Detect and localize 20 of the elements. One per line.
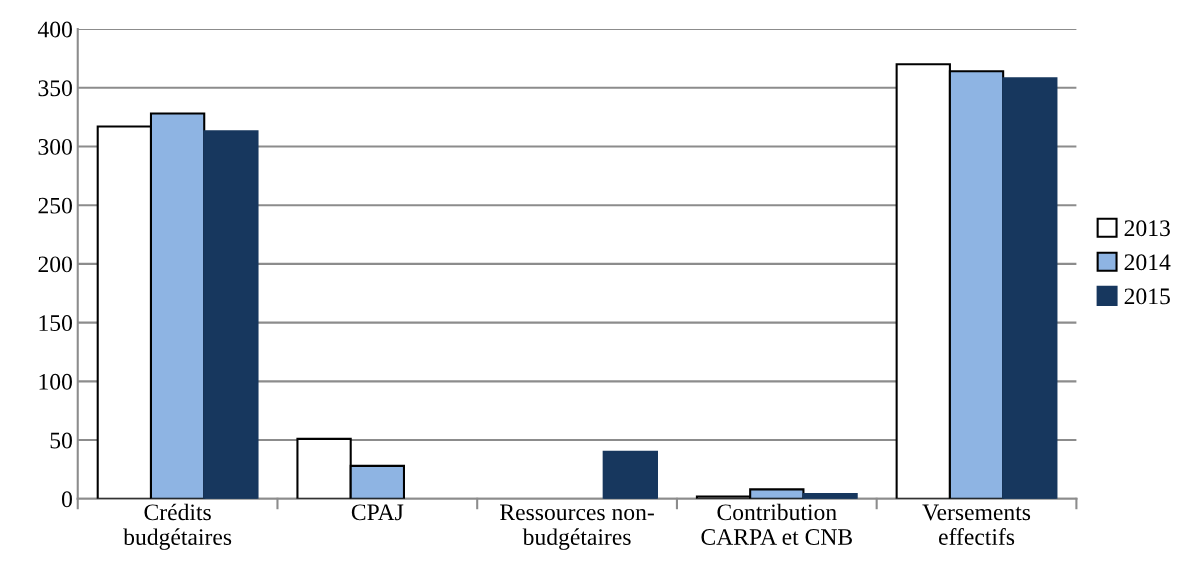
y-tick-label: 150 <box>39 315 72 332</box>
bar <box>203 130 259 499</box>
legend-label: 2014 <box>1124 254 1171 271</box>
y-tick-label: 350 <box>38 80 72 97</box>
legend-label: 2015 <box>1124 288 1170 305</box>
y-tick-label: 200 <box>38 256 72 273</box>
x-tick-label: Contribution CARPA et CNB <box>701 503 852 545</box>
y-tick-label: 300 <box>38 138 72 155</box>
y-tick-label: 0 <box>61 491 72 508</box>
x-tick-label: Ressources non- budgétaires <box>500 504 654 550</box>
y-tick-label: 250 <box>38 197 72 214</box>
legend-label: 2013 <box>1124 220 1170 237</box>
y-tick-label: 100 <box>39 373 72 390</box>
x-tick-label: Versements effectifs <box>922 504 1031 545</box>
x-tick-label: Crédits budgétaires <box>123 503 232 550</box>
bar <box>602 450 658 499</box>
x-tick-label: CPAJ <box>351 504 404 521</box>
y-tick-label: 50 <box>50 432 72 449</box>
y-tick-label: 400 <box>37 21 72 38</box>
bar <box>1002 77 1058 499</box>
